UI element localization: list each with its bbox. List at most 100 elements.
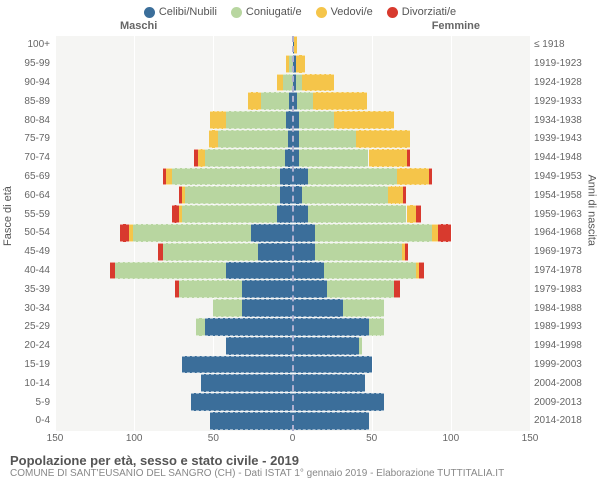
bar-segment-female: [302, 74, 334, 92]
bar-segment-male: [218, 130, 288, 148]
bar-segment-female: [416, 205, 421, 223]
x-tick-label: 50: [366, 433, 377, 444]
age-row: 60-641954-1958: [0, 186, 600, 205]
age-row: 45-491969-1973: [0, 243, 600, 262]
bar-segment-female: [397, 168, 429, 186]
age-label: 50-54: [0, 228, 50, 238]
bar-segment-male: [196, 318, 206, 336]
x-tick-label: 0: [290, 433, 296, 444]
bar-segment-male: [277, 74, 283, 92]
bar-segment-female: [293, 318, 369, 336]
age-label: 100+: [0, 40, 50, 50]
bar-segment-female: [299, 111, 334, 129]
bar-segment-female: [299, 149, 369, 167]
age-row: 95-991919-1923: [0, 55, 600, 74]
age-row: 50-541964-1968: [0, 224, 600, 243]
birth-year-label: 1939-1943: [534, 134, 600, 144]
legend-label: Vedovi/e: [331, 6, 373, 18]
bar-segment-female: [293, 262, 325, 280]
age-row: 0-42014-2018: [0, 412, 600, 431]
legend-swatch: [144, 7, 155, 18]
bar-segment-male: [258, 243, 293, 261]
bar-segment-female: [315, 243, 402, 261]
age-label: 80-84: [0, 116, 50, 126]
age-label: 40-44: [0, 266, 50, 276]
bar-segment-male: [251, 224, 292, 242]
bar-segment-female: [296, 55, 306, 73]
bar-segment-male: [248, 92, 261, 110]
age-label: 65-69: [0, 172, 50, 182]
bar-segment-female: [369, 149, 407, 167]
bar-segment-female: [369, 318, 385, 336]
header-female: Femmine: [432, 20, 480, 32]
header-male: Maschi: [120, 20, 157, 32]
legend-item: Celibi/Nubili: [144, 6, 217, 18]
age-row: 85-891929-1933: [0, 92, 600, 111]
age-label: 70-74: [0, 153, 50, 163]
legend-swatch: [231, 7, 242, 18]
bar-segment-female: [293, 299, 344, 317]
bar-segment-female: [293, 243, 315, 261]
bar-segment-male: [133, 224, 252, 242]
age-row: 80-84 1934-1938: [0, 111, 600, 130]
birth-year-label: 1949-1953: [534, 172, 600, 182]
bar-segment-female: [293, 412, 369, 430]
bar-segment-female: [299, 130, 356, 148]
x-tick-label: 50: [208, 433, 219, 444]
bar-segment-male: [261, 92, 290, 110]
birth-year-label: 1979-1983: [534, 285, 600, 295]
bar-segment-male: [182, 205, 277, 223]
age-label: 95-99: [0, 59, 50, 69]
legend-label: Coniugati/e: [246, 6, 302, 18]
age-label: 15-19: [0, 360, 50, 370]
bar-segment-female: [294, 36, 297, 54]
chart-subtitle: COMUNE DI SANT'EUSANIO DEL SANGRO (CH) -…: [0, 468, 600, 479]
bar-segment-female: [313, 92, 367, 110]
bar-segment-female: [293, 374, 366, 392]
bar-segment-male: [213, 299, 242, 317]
bar-segment-female: [343, 299, 384, 317]
bar-segment-male: [242, 299, 293, 317]
age-label: 30-34: [0, 304, 50, 314]
bar-segment-male: [198, 149, 206, 167]
age-row: 40-44 1974-1978: [0, 262, 600, 281]
legend-label: Divorziati/e: [402, 6, 456, 18]
age-row: 70-741944-1948: [0, 149, 600, 168]
bar-segment-male: [115, 262, 226, 280]
birth-year-label: 1999-2003: [534, 360, 600, 370]
centerline: [292, 36, 294, 431]
bar-segment-female: [407, 149, 410, 167]
age-row: 25-29 1989-1993: [0, 318, 600, 337]
bar-segment-male: [179, 186, 182, 204]
bar-segment-female: [308, 205, 406, 223]
bar-segment-female: [293, 168, 309, 186]
age-label: 75-79: [0, 134, 50, 144]
bar-segment-male: [205, 318, 292, 336]
birth-year-label: 1934-1938: [534, 116, 600, 126]
legend-swatch: [316, 7, 327, 18]
bar-segment-female: [356, 130, 410, 148]
bar-segment-male: [172, 205, 178, 223]
birth-year-label: 1974-1978: [534, 266, 600, 276]
age-row: 65-69 1949-1953: [0, 168, 600, 187]
age-label: 25-29: [0, 322, 50, 332]
bar-segment-male: [242, 280, 293, 298]
bar-segment-female: [438, 224, 451, 242]
birth-year-label: 1989-1993: [534, 322, 600, 332]
age-row: 15-19 1999-2003: [0, 356, 600, 375]
chart-title: Popolazione per età, sesso e stato civil…: [0, 449, 600, 468]
bar-segment-female: [293, 280, 328, 298]
age-label: 35-39: [0, 285, 50, 295]
birth-year-label: 1959-1963: [534, 210, 600, 220]
bar-segment-female: [308, 168, 397, 186]
age-row: 100+≤ 1918: [0, 36, 600, 55]
bar-segment-female: [419, 262, 424, 280]
bar-segment-male: [191, 393, 292, 411]
bar-segment-male: [226, 337, 293, 355]
bar-segment-female: [324, 262, 416, 280]
bar-segment-male: [166, 168, 172, 186]
bar-segment-male: [110, 262, 115, 280]
bar-segment-male: [182, 356, 293, 374]
bar-segment-male: [163, 243, 258, 261]
birth-year-label: 1984-1988: [534, 304, 600, 314]
